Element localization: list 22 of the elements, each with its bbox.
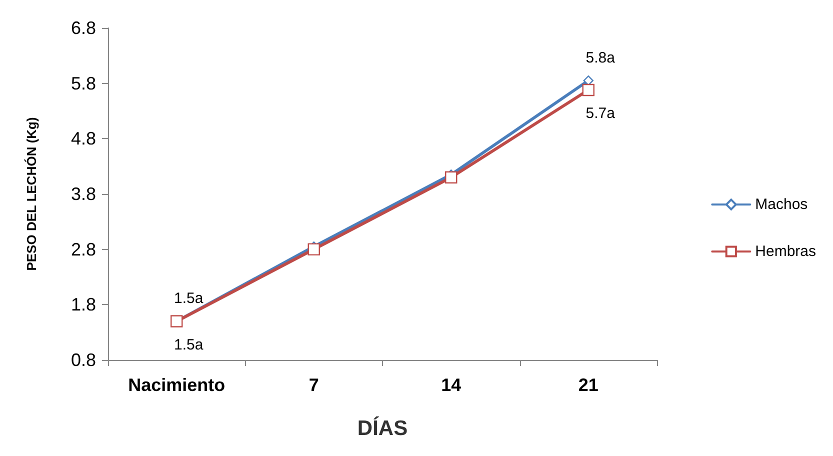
y-tick-label: 5.8 — [70, 73, 96, 94]
legend-label: Hembras — [755, 243, 816, 260]
x-tick-label: 21 — [578, 375, 598, 395]
data-label: 5.8a — [586, 49, 616, 66]
data-label: 5.7a — [586, 105, 616, 122]
legend-label: Machos — [755, 196, 808, 213]
data-label: 1.5a — [174, 336, 204, 354]
x-axis-title: DÍAS — [357, 416, 408, 440]
data-label: 1.5a — [174, 290, 204, 308]
x-tick-label: 14 — [441, 375, 462, 395]
x-tick-label: Nacimiento — [128, 375, 226, 395]
point — [582, 84, 594, 96]
y-tick-label: 4.8 — [70, 128, 96, 149]
y-tick-label: 1.8 — [70, 294, 96, 315]
y-axis-title: PESO DEL LECHÓN (Kg) — [24, 117, 39, 271]
y-tick-label: 6.8 — [70, 18, 96, 38]
y-tick-label: 2.8 — [70, 239, 96, 260]
y-tick-label: 3.8 — [70, 184, 96, 204]
point — [308, 243, 320, 256]
point — [445, 171, 458, 184]
x-tick-label: 7 — [308, 375, 319, 395]
y-tick-label: 0.8 — [70, 350, 96, 370]
